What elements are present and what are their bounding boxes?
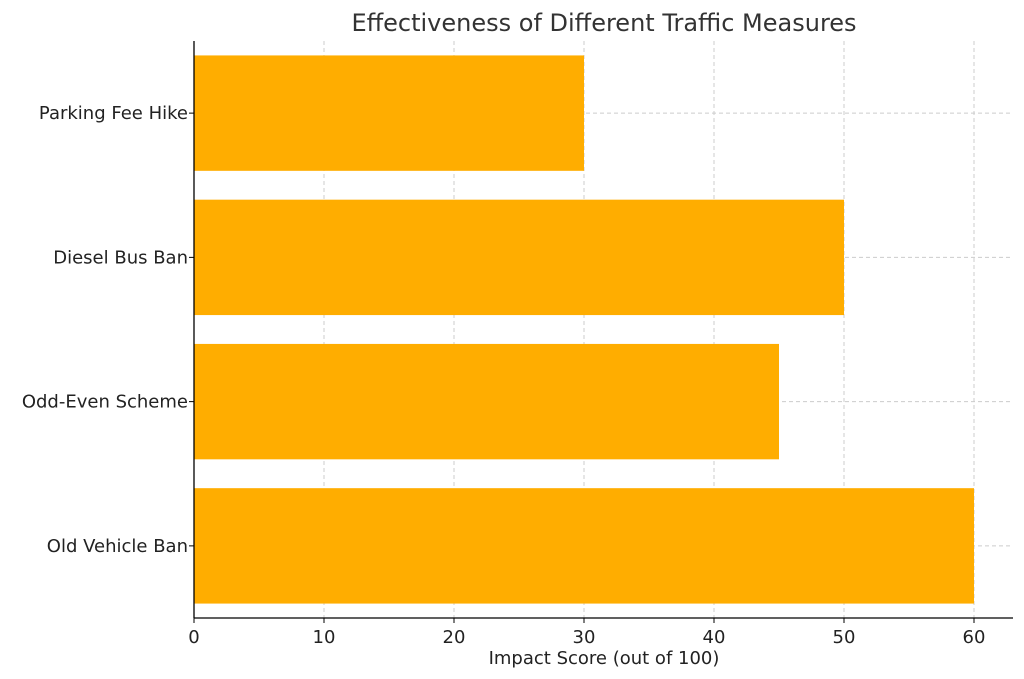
y-tick-label: Odd-Even Scheme — [22, 392, 188, 413]
axes — [193, 41, 1013, 619]
y-tick-label: Old Vehicle Ban — [47, 536, 188, 557]
x-tick-label: 20 — [443, 627, 466, 648]
x-tick-label: 30 — [573, 627, 596, 648]
x-axis-label: Impact Score (out of 100) — [489, 648, 720, 669]
chart-title: Effectiveness of Different Traffic Measu… — [351, 9, 856, 37]
ticks: 0 10 20 30 40 50 60 Old Vehicle Ban Odd-Even Sch… — [22, 103, 986, 648]
y-tick-label: Parking Fee Hike — [39, 103, 188, 124]
x-tick-label: 0 — [188, 627, 199, 648]
x-tick-label: 50 — [833, 627, 856, 648]
bar-diesel-bus-ban — [194, 199, 844, 316]
x-tick-label: 10 — [313, 627, 336, 648]
bar-odd-even-scheme — [194, 343, 779, 460]
x-tick-label: 60 — [963, 627, 986, 648]
bar-parking-fee-hike — [194, 55, 584, 171]
bar-old-vehicle-ban — [194, 488, 974, 604]
bars — [194, 55, 974, 604]
x-tick-label: 40 — [703, 627, 726, 648]
y-tick-label: Diesel Bus Ban — [53, 247, 188, 268]
